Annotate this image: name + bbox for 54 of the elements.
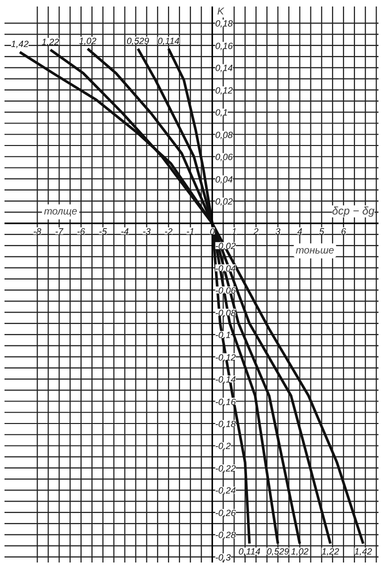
annotation: толще: [44, 206, 78, 218]
x-tick-label: 5: [319, 226, 326, 236]
x-tick-label: -3: [142, 226, 151, 236]
x-tick-label: 4: [297, 226, 302, 236]
x-tick-label: 6: [341, 226, 346, 236]
text: 1,22: [322, 546, 340, 557]
y-tick-label: -0,06: [215, 286, 236, 296]
y-tick-label: 0,14: [215, 63, 233, 74]
series-label: 1,02: [78, 36, 96, 46]
x-tick-label: -2: [164, 226, 173, 236]
y-tick-label: -0,2: [215, 441, 231, 452]
y-tick-label: -0,24: [215, 486, 236, 496]
text: 1,02: [291, 546, 309, 557]
x-tick-label: -1: [186, 226, 194, 236]
y-tick-label: -0,18: [215, 419, 236, 429]
text: 0,529: [266, 546, 290, 557]
x-axis-title: δср − δg: [332, 205, 376, 218]
x-tick-label: 2: [252, 226, 259, 236]
x-tick-label: -8: [33, 226, 42, 236]
y-tick-label: 0,18: [215, 18, 233, 29]
y-tick-label: 0,12: [215, 85, 233, 96]
y-tick-label: -0,22: [215, 463, 236, 474]
y-tick-label: 0,02: [215, 196, 233, 207]
text: 0,114: [158, 36, 180, 46]
y-tick-label: -0,08: [215, 308, 236, 318]
y-tick-label: 0,08: [215, 130, 233, 140]
y-tick-label: -0,16: [215, 396, 236, 407]
x-tick-label: 1: [232, 226, 237, 236]
y-tick-label: -0,28: [215, 530, 236, 540]
y-tick-label: 0,06: [215, 152, 233, 162]
x-tick-label: 0: [210, 226, 215, 236]
y-tick-label: -0,26: [215, 508, 236, 518]
y-tick-label: 0,1: [215, 108, 228, 118]
x-tick-label: -4: [120, 226, 129, 236]
line-series: [18, 50, 364, 545]
series-label: 0,114: [238, 546, 260, 557]
x-tick-label: -5: [98, 226, 108, 236]
y-axis-title: K: [217, 6, 226, 18]
y-tick-label: -0,3: [215, 552, 231, 562]
x-tick-label: 3: [275, 226, 280, 236]
y-tick-label: 0,04: [215, 174, 233, 184]
annotation: тоньше: [296, 245, 335, 256]
series-label: 1,42: [11, 39, 29, 50]
series-label: 0,529: [126, 36, 150, 46]
text: 1,42: [354, 546, 372, 557]
y-tick-label: -0,04: [215, 263, 236, 274]
x-tick-label: -7: [55, 226, 64, 236]
y-tick-label: -0,1: [215, 330, 231, 340]
y-tick-label: -0,14: [215, 374, 236, 385]
y-tick-label: -0,02: [215, 241, 236, 252]
series-label: 1,22: [42, 36, 60, 47]
x-tick-label: -6: [77, 226, 86, 236]
y-tick-label: -0,12: [215, 352, 236, 362]
y-tick-label: 0,16: [215, 40, 233, 51]
